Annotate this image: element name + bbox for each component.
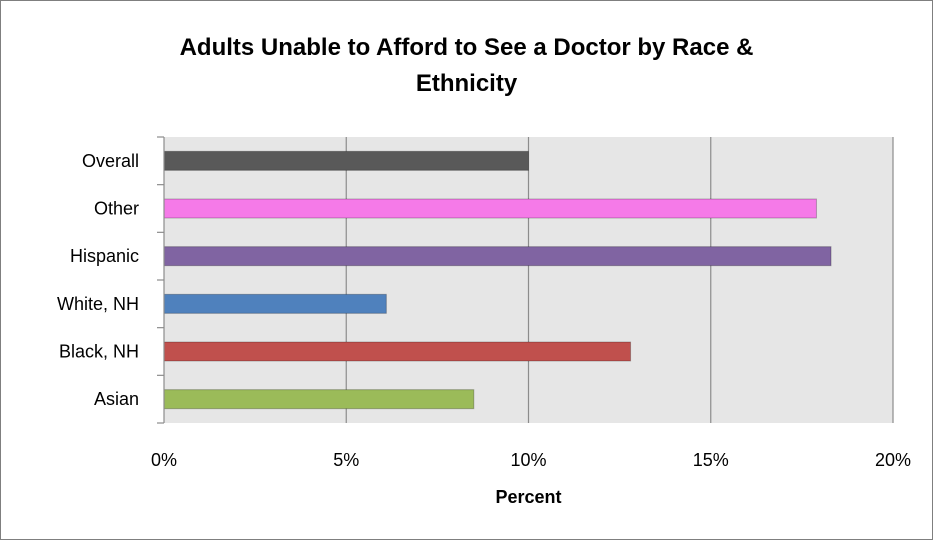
category-label: Other (94, 199, 139, 219)
category-label: Asian (94, 389, 139, 409)
y-axis-ticks (157, 136, 164, 424)
category-label: Overall (82, 151, 139, 171)
x-axis-title: Percent (495, 487, 561, 507)
chart-title-line-2: Ethnicity (415, 70, 518, 97)
bar (163, 246, 832, 267)
bar (163, 341, 632, 362)
x-tick-label: 0% (151, 450, 177, 470)
bars (163, 150, 832, 410)
x-tick-label: 15% (693, 450, 729, 470)
category-label: Hispanic (70, 246, 139, 266)
chart-title-line-1: Adults Unable to Afford to See a Doctor … (179, 34, 754, 61)
category-label: White, NH (57, 294, 139, 314)
bar (163, 293, 387, 314)
x-tick-label: 20% (875, 450, 911, 470)
bar (163, 389, 475, 410)
category-labels: Overall Other Hispanic White, NH Black, NH As… (57, 151, 139, 409)
bar (163, 198, 817, 219)
category-label: Black, NH (59, 342, 139, 362)
bar (163, 150, 529, 171)
x-tick-labels: 0% 5% 10% 15% 20% (151, 450, 911, 470)
x-tick-label: 10% (510, 450, 546, 470)
grid-lines (345, 137, 894, 423)
x-tick-label: 5% (333, 450, 359, 470)
chart-title: Adults Unable to Afford to See a Doctor … (0, 30, 933, 102)
